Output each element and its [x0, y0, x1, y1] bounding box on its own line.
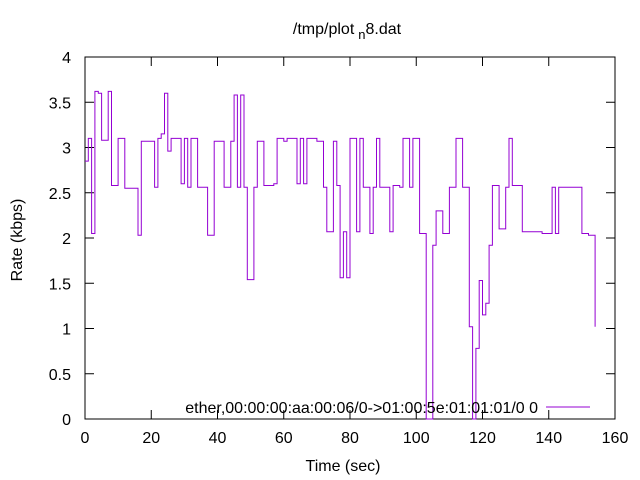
y-tick-label: 1	[62, 322, 71, 339]
x-axis-ticks: 0 20 40 60 80 100 120 140 160	[81, 57, 629, 447]
y-axis-label: Rate (kbps)	[9, 199, 26, 282]
y-tick-label: 0.5	[49, 367, 71, 384]
x-tick-label: 140	[535, 430, 562, 447]
x-tick-label: 120	[469, 430, 496, 447]
y-tick-label: 3.5	[49, 95, 71, 112]
x-tick-label: 60	[275, 430, 293, 447]
x-tick-label: 100	[403, 430, 430, 447]
y-axis-ticks: 0 0.5 1 1.5 2 2.5 3 3.5 4	[49, 50, 615, 429]
y-tick-label: 0	[62, 412, 71, 429]
series-line	[85, 90, 596, 420]
y-tick-label: 2.5	[49, 186, 71, 203]
y-tick-label: 4	[62, 50, 71, 67]
x-tick-label: 0	[81, 430, 90, 447]
y-tick-label: 2	[62, 231, 71, 248]
legend: ether,00:00:00:aa:00:06/0->01:00:5e:01:0…	[185, 400, 590, 417]
legend-entry-label: ether,00:00:00:aa:00:06/0->01:00:5e:01:0…	[185, 400, 538, 417]
x-tick-label: 80	[341, 430, 359, 447]
chart-title-suffix: 8.dat	[366, 21, 402, 38]
x-tick-label: 160	[602, 430, 629, 447]
x-tick-label: 40	[209, 430, 227, 447]
y-tick-label: 3	[62, 141, 71, 158]
chart-title-main: /tmp/plot	[293, 21, 355, 38]
chart-title-subscript: n	[358, 27, 365, 42]
x-tick-label: 20	[142, 430, 160, 447]
y-tick-label: 1.5	[49, 276, 71, 293]
chart-title: /tmp/plot n8.dat	[293, 21, 402, 42]
x-axis-label: Time (sec)	[306, 458, 381, 475]
